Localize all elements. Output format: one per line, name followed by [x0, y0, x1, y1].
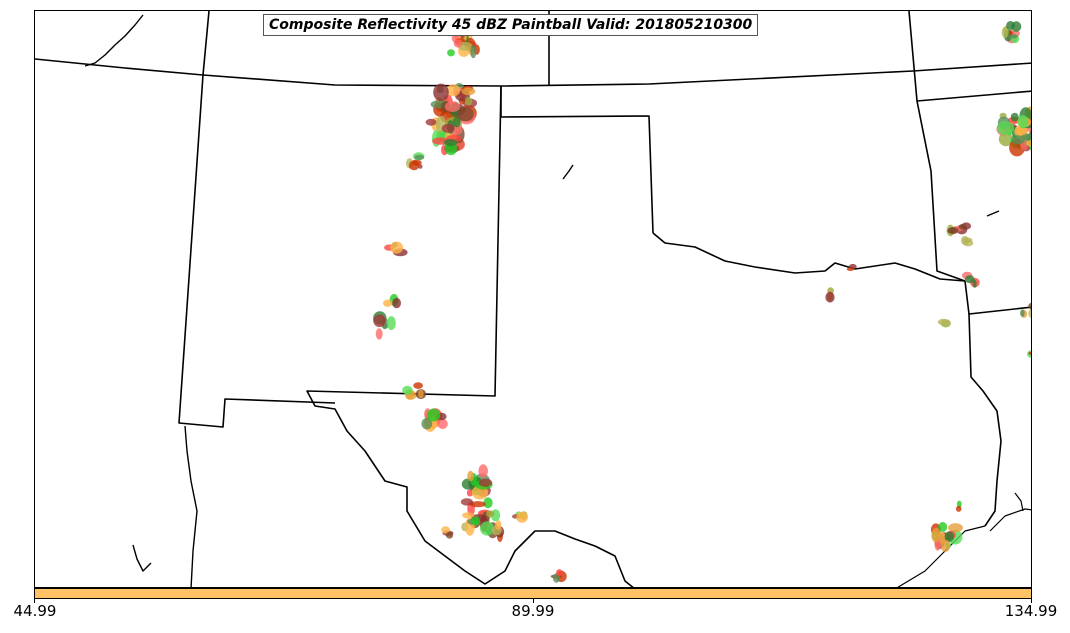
storm-cell — [937, 318, 949, 326]
storm-cell — [453, 116, 461, 128]
storm-cell — [495, 520, 502, 531]
storm-cell — [1008, 34, 1018, 39]
storm-cell — [1010, 112, 1019, 122]
storm-cell — [421, 418, 433, 430]
storm-cell — [1031, 111, 1032, 119]
storm-cell — [418, 164, 423, 169]
storm-cell — [955, 505, 962, 512]
storm-cell — [461, 87, 476, 96]
storm-cell — [958, 223, 967, 230]
storm-cell — [947, 227, 959, 235]
boundary-north — [35, 58, 1031, 87]
storm-cell — [931, 527, 941, 543]
storm-cell — [456, 107, 474, 122]
storm-cell — [1028, 308, 1031, 319]
storm-cell — [480, 521, 494, 536]
colorbar-tick-label-max: 134.99 — [1004, 602, 1058, 620]
storm-cell — [462, 512, 475, 519]
storm-cell — [944, 531, 955, 543]
storm-cell — [414, 154, 425, 160]
storm-cell — [444, 101, 461, 112]
storm-cell — [453, 39, 463, 48]
lake-great-salt — [84, 14, 144, 67]
storm-cell — [470, 45, 477, 59]
storm-cell — [408, 160, 420, 171]
lake-small-1 — [562, 164, 574, 180]
storm-cell — [392, 297, 401, 309]
storm-cell — [441, 123, 455, 133]
storm-cell — [846, 267, 855, 272]
colorbar-tick-label-min: 44.99 — [13, 602, 57, 620]
storm-cell — [1001, 26, 1009, 38]
storm-cell — [471, 516, 481, 526]
storm-cell — [444, 138, 458, 147]
storm-cell — [478, 478, 493, 487]
storm-cell — [938, 522, 948, 532]
storm-cell — [1026, 139, 1031, 147]
boundary-missouri-arkansas — [916, 90, 1031, 102]
boundary-oklahoma-panhandle — [500, 86, 654, 234]
storm-cell — [1006, 21, 1015, 30]
storm-cell — [373, 314, 386, 328]
storm-cell — [964, 275, 975, 284]
storm-cell — [996, 121, 1015, 136]
storm-cell — [1008, 30, 1013, 35]
storm-cell — [948, 523, 963, 533]
boundary-rio-grande — [184, 425, 198, 587]
storm-cell — [1028, 302, 1031, 310]
map-panel — [34, 10, 1032, 588]
storm-cell — [1017, 115, 1029, 129]
storm-cell — [375, 328, 383, 340]
state-boundaries — [35, 11, 1031, 587]
storm-cell — [469, 501, 486, 508]
storm-cell — [467, 470, 474, 482]
storm-cell — [437, 418, 448, 429]
storm-cells — [373, 21, 1032, 583]
storm-cell — [446, 84, 461, 97]
storm-cell — [413, 382, 423, 389]
storm-cell — [556, 569, 563, 577]
storm-cell — [478, 464, 489, 478]
storm-cell — [390, 241, 404, 254]
storm-cell — [1020, 309, 1025, 317]
storm-cell — [1011, 135, 1025, 145]
storm-cell — [418, 389, 424, 399]
boundary-oklahoma-east — [908, 11, 966, 282]
colorbar-tick-mark — [1031, 599, 1032, 603]
storm-cell — [427, 408, 441, 422]
storm-cell — [460, 498, 473, 506]
colorbar-tick-mark — [34, 599, 35, 603]
coastline-louisiana — [989, 508, 1031, 532]
storm-cell — [445, 531, 454, 539]
storm-cell — [433, 83, 449, 102]
lake-small-2 — [132, 544, 152, 572]
storm-cell — [383, 299, 393, 307]
storm-cell — [972, 279, 977, 288]
lake-small-3 — [986, 210, 1000, 217]
storm-cell — [940, 539, 951, 552]
storm-cell — [386, 316, 396, 331]
storm-cell — [425, 118, 437, 126]
colorbar — [34, 588, 1032, 599]
storm-cell — [402, 385, 413, 395]
boundary-red-river — [652, 232, 966, 282]
boundary-newmexico-texas — [306, 85, 634, 587]
map-canvas — [35, 11, 1032, 587]
map-title: Composite Reflectivity 45 dBZ Paintball … — [263, 14, 759, 36]
storm-cell — [483, 497, 493, 509]
storm-cell — [441, 526, 450, 534]
boundary-texas-louisiana — [968, 313, 1002, 527]
colorbar-tick-label-mid: 89.99 — [511, 602, 555, 620]
storm-cell — [962, 237, 973, 243]
colorbar-tick-mark — [533, 599, 534, 603]
storm-cell — [516, 511, 528, 523]
storm-cell — [1028, 351, 1031, 355]
boundary-arizona-newmexico — [178, 11, 336, 428]
storm-cell — [825, 291, 835, 303]
storm-cell — [466, 489, 474, 497]
storm-cell — [464, 97, 473, 106]
lake-small-4 — [1014, 492, 1024, 512]
storm-cell — [447, 49, 455, 57]
storm-cell — [485, 510, 495, 518]
